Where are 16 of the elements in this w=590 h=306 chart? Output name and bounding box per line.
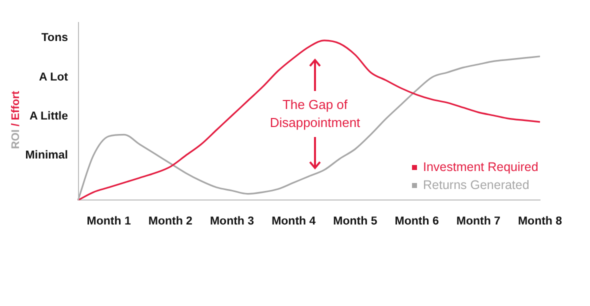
x-tick-label: Month 1	[86, 215, 132, 228]
legend-label: Returns Generated	[423, 178, 530, 192]
x-tick-label: Month 8	[518, 215, 563, 228]
x-tick-label: Month 7	[456, 215, 500, 228]
x-tick-label: Month 3	[210, 215, 254, 228]
text: Tons	[41, 32, 68, 44]
annotation: The Gap of Disappointment	[268, 96, 362, 132]
x-tick-label: Month 4	[272, 215, 316, 228]
text: ROI / Effort	[10, 90, 22, 150]
text: A Little	[29, 110, 68, 122]
text: Minimal	[25, 150, 68, 162]
x-tick-label: Month 5	[333, 215, 378, 228]
x-tick-label: Month 2	[148, 215, 192, 228]
x-tick-label: Month 6	[394, 215, 439, 228]
text: A Lot	[39, 71, 68, 84]
legend-label: Investment Required	[423, 160, 538, 174]
